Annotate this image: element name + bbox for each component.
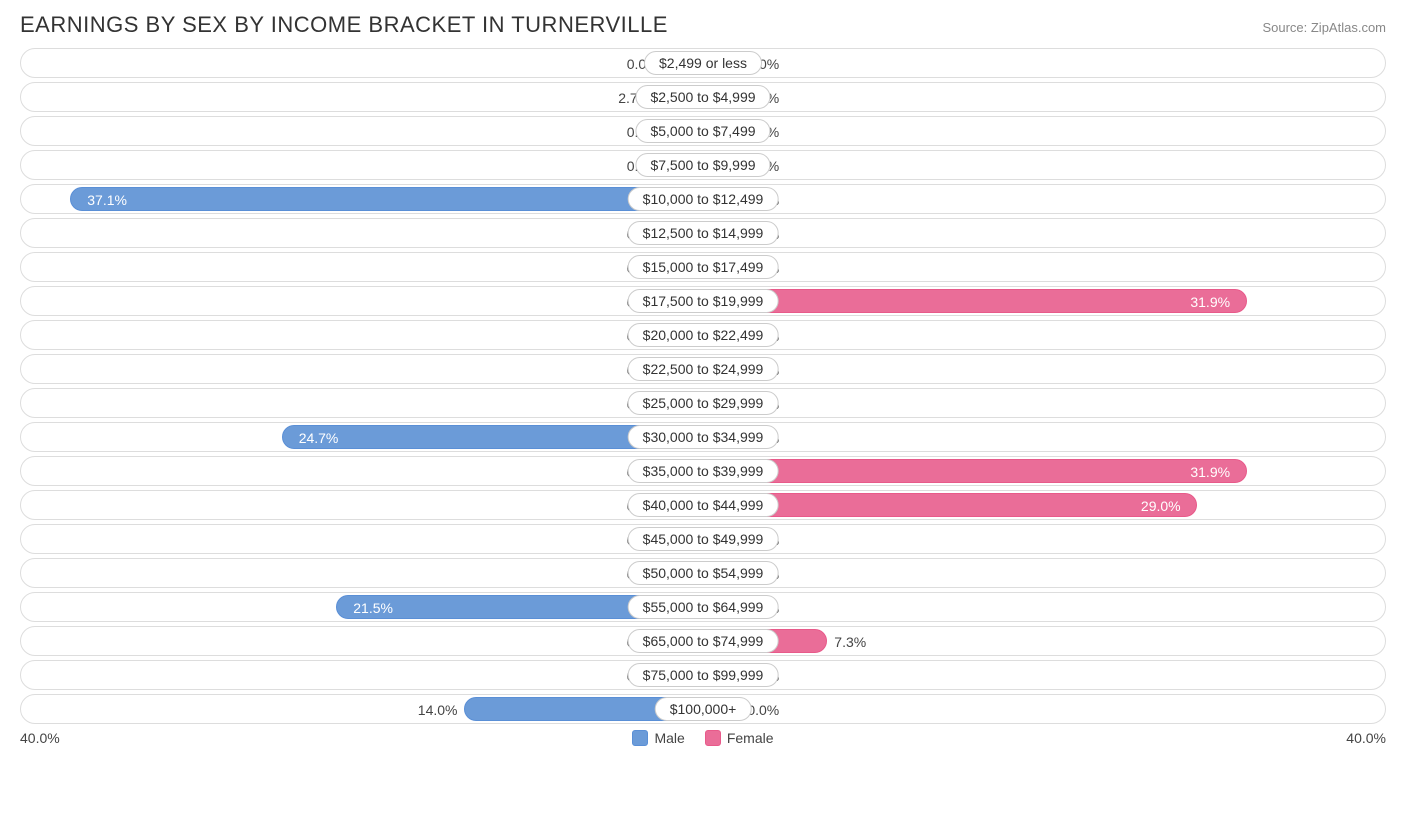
chart-row: 37.1%0.0%$10,000 to $12,499 — [20, 184, 1386, 214]
chart-row: 0.0%29.0%$40,000 to $44,999 — [20, 490, 1386, 520]
category-label: $20,000 to $22,499 — [628, 323, 779, 347]
female-value-label: 7.3% — [834, 627, 866, 657]
category-label: $25,000 to $29,999 — [628, 391, 779, 415]
chart-row: 0.0%0.0%$5,000 to $7,499 — [20, 116, 1386, 146]
category-label: $10,000 to $12,499 — [628, 187, 779, 211]
chart-row: 2.7%0.0%$2,500 to $4,999 — [20, 82, 1386, 112]
category-label: $75,000 to $99,999 — [628, 663, 779, 687]
category-label: $30,000 to $34,999 — [628, 425, 779, 449]
category-label: $17,500 to $19,999 — [628, 289, 779, 313]
chart-source: Source: ZipAtlas.com — [1262, 20, 1386, 35]
chart-row: 0.0%0.0%$25,000 to $29,999 — [20, 388, 1386, 418]
male-bar — [70, 187, 703, 211]
legend-item-male: Male — [632, 730, 684, 746]
axis-left-max: 40.0% — [20, 730, 60, 746]
category-label: $40,000 to $44,999 — [628, 493, 779, 517]
chart-row: 0.0%31.9%$17,500 to $19,999 — [20, 286, 1386, 316]
chart-row: 0.0%0.0%$45,000 to $49,999 — [20, 524, 1386, 554]
female-bar — [703, 459, 1247, 483]
category-label: $7,500 to $9,999 — [635, 153, 770, 177]
chart-row: 0.0%0.0%$75,000 to $99,999 — [20, 660, 1386, 690]
male-value-label: 21.5% — [343, 593, 393, 623]
legend-item-female: Female — [705, 730, 774, 746]
category-label: $2,500 to $4,999 — [635, 85, 770, 109]
category-label: $15,000 to $17,499 — [628, 255, 779, 279]
chart-row: 21.5%0.0%$55,000 to $64,999 — [20, 592, 1386, 622]
chart-row: 0.0%0.0%$7,500 to $9,999 — [20, 150, 1386, 180]
chart-row: 0.0%0.0%$12,500 to $14,999 — [20, 218, 1386, 248]
category-label: $45,000 to $49,999 — [628, 527, 779, 551]
chart-row: 0.0%0.0%$20,000 to $22,499 — [20, 320, 1386, 350]
chart-row: 0.0%31.9%$35,000 to $39,999 — [20, 456, 1386, 486]
category-label: $2,499 or less — [644, 51, 762, 75]
male-value-label: 24.7% — [289, 423, 339, 453]
female-bar — [703, 289, 1247, 313]
male-swatch — [632, 730, 648, 746]
chart-row: 0.0%0.0%$50,000 to $54,999 — [20, 558, 1386, 588]
axis-right-max: 40.0% — [1346, 730, 1386, 746]
male-value-label: 37.1% — [77, 185, 127, 215]
chart-row: 0.0%0.0%$2,499 or less — [20, 48, 1386, 78]
chart-row: 0.0%7.3%$65,000 to $74,999 — [20, 626, 1386, 656]
category-label: $100,000+ — [655, 697, 752, 721]
chart-row: 0.0%0.0%$15,000 to $17,499 — [20, 252, 1386, 282]
category-label: $65,000 to $74,999 — [628, 629, 779, 653]
female-swatch — [705, 730, 721, 746]
chart-row: 14.0% 0.0%$100,000+ — [20, 694, 1386, 724]
female-value-label: 31.9% — [1190, 457, 1240, 487]
category-label: $5,000 to $7,499 — [635, 119, 770, 143]
category-label: $22,500 to $24,999 — [628, 357, 779, 381]
legend-male-label: Male — [654, 730, 684, 746]
female-value-label: 0.0% — [747, 695, 779, 725]
female-value-label: 29.0% — [1141, 491, 1191, 521]
chart-row: 24.7%0.0%$30,000 to $34,999 — [20, 422, 1386, 452]
category-label: $50,000 to $54,999 — [628, 561, 779, 585]
male-value-label: 14.0% — [418, 695, 458, 725]
chart-title: EARNINGS BY SEX BY INCOME BRACKET IN TUR… — [20, 12, 668, 38]
female-value-label: 31.9% — [1190, 287, 1240, 317]
category-label: $55,000 to $64,999 — [628, 595, 779, 619]
butterfly-chart: 0.0%0.0%$2,499 or less 2.7%0.0%$2,500 to … — [20, 48, 1386, 724]
category-label: $35,000 to $39,999 — [628, 459, 779, 483]
chart-row: 0.0%0.0%$22,500 to $24,999 — [20, 354, 1386, 384]
chart-footer: 40.0% Male Female 40.0% — [20, 730, 1386, 746]
chart-header: EARNINGS BY SEX BY INCOME BRACKET IN TUR… — [20, 12, 1386, 38]
category-label: $12,500 to $14,999 — [628, 221, 779, 245]
legend-female-label: Female — [727, 730, 774, 746]
legend: Male Female — [632, 730, 773, 746]
